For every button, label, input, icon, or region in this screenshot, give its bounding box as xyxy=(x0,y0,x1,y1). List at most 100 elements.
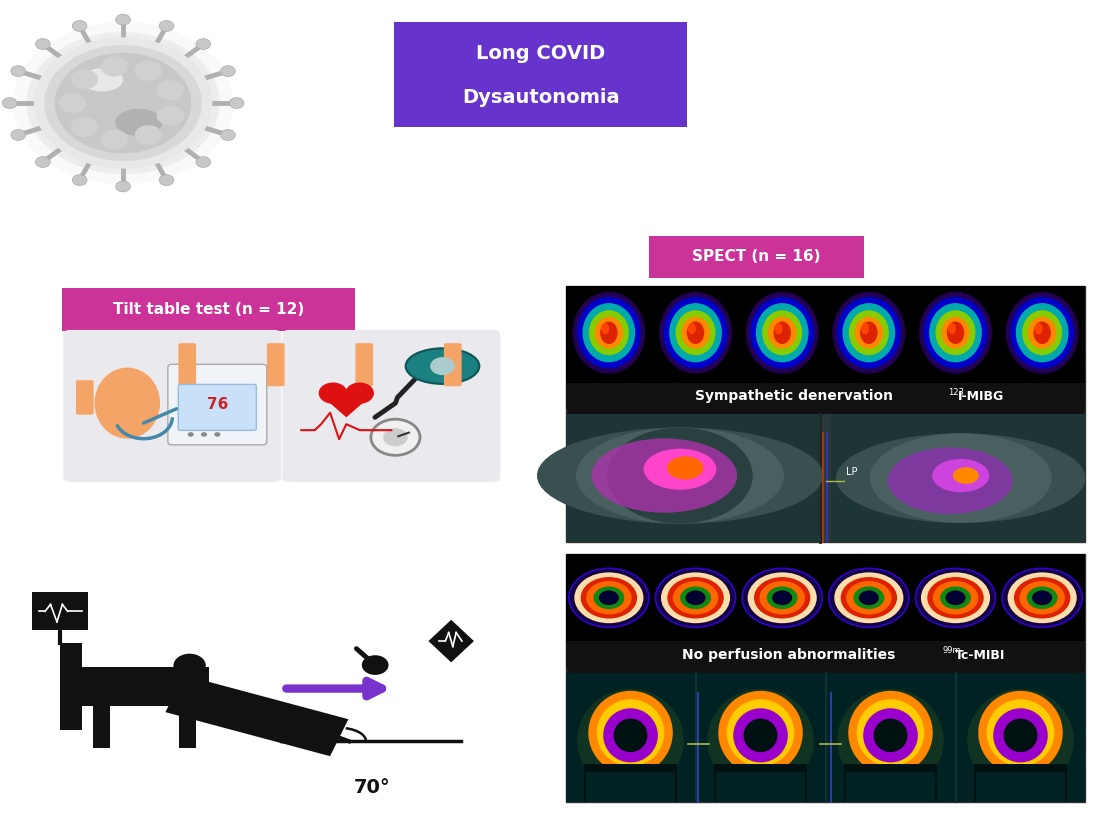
Ellipse shape xyxy=(569,569,649,628)
Ellipse shape xyxy=(924,297,987,369)
Ellipse shape xyxy=(537,428,823,524)
Ellipse shape xyxy=(613,719,648,752)
Ellipse shape xyxy=(1034,322,1051,344)
Circle shape xyxy=(72,175,87,185)
Ellipse shape xyxy=(574,572,643,623)
Ellipse shape xyxy=(953,468,979,484)
FancyBboxPatch shape xyxy=(355,344,373,386)
Ellipse shape xyxy=(742,569,822,628)
Circle shape xyxy=(35,157,50,167)
Ellipse shape xyxy=(863,708,918,762)
Circle shape xyxy=(156,80,184,100)
Text: Tc-MIBI: Tc-MIBI xyxy=(955,650,1005,662)
Ellipse shape xyxy=(1010,297,1074,369)
Ellipse shape xyxy=(643,449,716,490)
Ellipse shape xyxy=(978,691,1062,774)
FancyBboxPatch shape xyxy=(844,764,937,802)
FancyBboxPatch shape xyxy=(566,641,1086,668)
Circle shape xyxy=(221,66,235,77)
Ellipse shape xyxy=(766,587,797,610)
Ellipse shape xyxy=(719,691,803,774)
Text: No perfusion abnormalities: No perfusion abnormalities xyxy=(682,648,896,662)
Ellipse shape xyxy=(582,303,635,362)
FancyBboxPatch shape xyxy=(566,286,1086,384)
Ellipse shape xyxy=(861,322,877,344)
FancyBboxPatch shape xyxy=(566,554,1086,641)
Ellipse shape xyxy=(932,459,989,492)
Ellipse shape xyxy=(919,292,991,374)
Ellipse shape xyxy=(751,297,814,369)
Ellipse shape xyxy=(589,310,629,355)
Ellipse shape xyxy=(591,438,737,512)
Ellipse shape xyxy=(762,310,802,355)
Circle shape xyxy=(383,428,408,446)
Ellipse shape xyxy=(576,428,784,524)
Circle shape xyxy=(173,654,206,677)
Ellipse shape xyxy=(681,317,710,348)
Ellipse shape xyxy=(929,303,981,362)
Circle shape xyxy=(101,130,128,149)
Ellipse shape xyxy=(946,591,966,605)
FancyBboxPatch shape xyxy=(566,384,1086,409)
Ellipse shape xyxy=(661,572,730,623)
Ellipse shape xyxy=(833,292,905,374)
FancyBboxPatch shape xyxy=(179,703,196,747)
Ellipse shape xyxy=(857,699,924,766)
Ellipse shape xyxy=(858,591,878,605)
Text: SPECT (n = 16): SPECT (n = 16) xyxy=(692,249,821,264)
FancyBboxPatch shape xyxy=(32,592,89,631)
Ellipse shape xyxy=(1014,577,1070,619)
Text: 76: 76 xyxy=(206,397,228,412)
Ellipse shape xyxy=(686,322,704,344)
FancyBboxPatch shape xyxy=(566,414,821,542)
Circle shape xyxy=(11,66,26,77)
Ellipse shape xyxy=(1027,587,1058,610)
Ellipse shape xyxy=(1032,591,1052,605)
Ellipse shape xyxy=(669,303,722,362)
FancyBboxPatch shape xyxy=(267,344,285,386)
Ellipse shape xyxy=(848,310,889,355)
Circle shape xyxy=(59,93,87,113)
Ellipse shape xyxy=(685,591,705,605)
Circle shape xyxy=(44,45,202,161)
Ellipse shape xyxy=(760,581,805,614)
Ellipse shape xyxy=(577,297,641,369)
Ellipse shape xyxy=(406,348,479,384)
Ellipse shape xyxy=(663,297,728,369)
Ellipse shape xyxy=(1004,719,1037,752)
Ellipse shape xyxy=(680,587,711,610)
Circle shape xyxy=(214,432,221,437)
Ellipse shape xyxy=(688,323,696,335)
Polygon shape xyxy=(428,620,474,663)
FancyBboxPatch shape xyxy=(974,764,1067,802)
Ellipse shape xyxy=(733,708,787,762)
Circle shape xyxy=(187,432,194,437)
Ellipse shape xyxy=(836,433,1086,523)
Ellipse shape xyxy=(854,587,884,610)
Ellipse shape xyxy=(933,581,978,614)
Circle shape xyxy=(196,157,211,167)
Ellipse shape xyxy=(599,591,619,605)
Ellipse shape xyxy=(848,691,933,774)
Text: 70°: 70° xyxy=(354,778,390,796)
Ellipse shape xyxy=(754,577,811,619)
Ellipse shape xyxy=(607,428,753,524)
Circle shape xyxy=(11,130,26,140)
Ellipse shape xyxy=(994,708,1048,762)
Ellipse shape xyxy=(581,577,637,619)
FancyBboxPatch shape xyxy=(179,384,256,430)
Ellipse shape xyxy=(578,689,684,792)
Circle shape xyxy=(221,130,235,140)
FancyBboxPatch shape xyxy=(846,772,935,801)
Circle shape xyxy=(430,357,455,375)
Ellipse shape xyxy=(744,719,777,752)
FancyBboxPatch shape xyxy=(62,289,355,330)
Ellipse shape xyxy=(888,447,1013,514)
Circle shape xyxy=(134,61,162,81)
Ellipse shape xyxy=(869,433,1051,523)
Ellipse shape xyxy=(655,569,735,628)
Text: Tilt table test (n = 12): Tilt table test (n = 12) xyxy=(113,302,305,317)
Ellipse shape xyxy=(1016,303,1069,362)
FancyBboxPatch shape xyxy=(831,414,1086,542)
Ellipse shape xyxy=(967,689,1074,792)
